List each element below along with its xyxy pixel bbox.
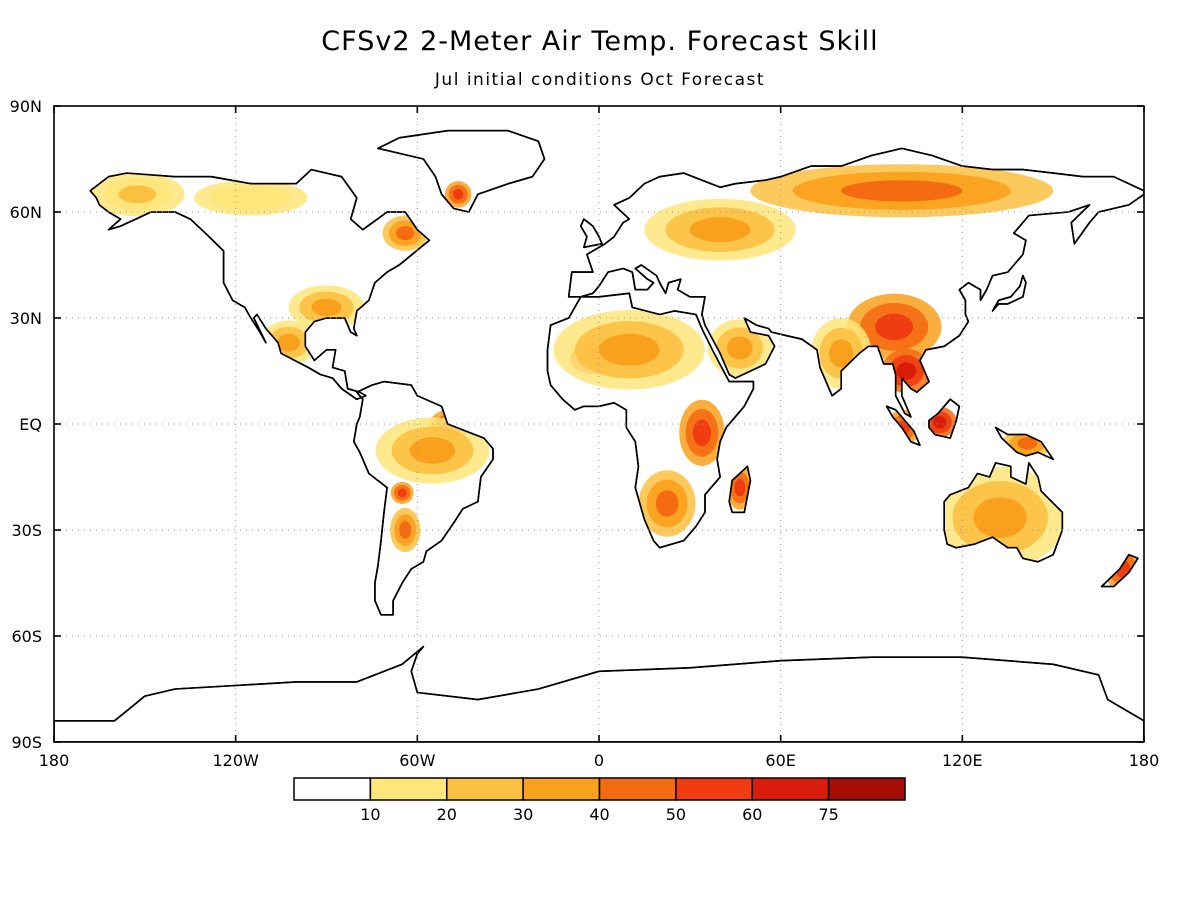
- lon-tick-label: 120E: [942, 751, 983, 770]
- skill-region: [118, 185, 157, 204]
- chart-title: CFSv2 2-Meter Air Temp. Forecast Skill: [321, 26, 879, 57]
- skill-region: [228, 190, 274, 205]
- colorbar-bin: [522, 777, 601, 801]
- skill-region: [875, 313, 914, 341]
- lon-tick-label: 60E: [765, 751, 795, 770]
- lat-tick-label: 30N: [10, 309, 42, 328]
- grid-layer: [54, 106, 1144, 742]
- lon-tick-label: 0: [594, 751, 604, 770]
- skill-region: [734, 478, 746, 497]
- colorbar: 10 20 30 40 50 60 75: [293, 777, 906, 824]
- lat-tick-label: 90N: [10, 97, 42, 116]
- colorbar-label: 30: [513, 805, 533, 824]
- skill-region: [726, 336, 753, 360]
- chart-subtitle: Jul initial conditions Oct Forecast: [434, 70, 766, 90]
- colorbar-label: 60: [742, 805, 762, 824]
- skill-region: [277, 333, 301, 352]
- skill-region: [452, 189, 464, 200]
- skill-region: [932, 416, 947, 429]
- skill-region: [599, 333, 660, 366]
- lat-tick-label: 90S: [11, 733, 42, 752]
- colorbar-bin: [675, 777, 753, 801]
- skill-region: [409, 437, 456, 464]
- colorbar-bin: [598, 777, 677, 801]
- lat-tick-label: EQ: [19, 415, 42, 434]
- lon-tick-label: 60W: [399, 751, 435, 770]
- skill-region: [973, 497, 1027, 538]
- skill-region: [655, 490, 679, 517]
- colorbar-bin: [293, 777, 372, 801]
- colorbar-label: 40: [589, 805, 609, 824]
- skill-region: [311, 298, 342, 317]
- lat-tick-label: 60N: [10, 203, 42, 222]
- colorbar-label: 75: [818, 805, 838, 824]
- colorbar-label: 10: [360, 805, 380, 824]
- lat-axis: 90N 60N 30N EQ 30S 60S 90S: [10, 97, 1144, 752]
- lon-axis: 180 120W 60W 0 60E 120E 180: [39, 106, 1160, 770]
- skill-layer: [89, 164, 1142, 591]
- colorbar-label: 50: [666, 805, 686, 824]
- skill-region: [396, 226, 415, 241]
- skill-region: [841, 180, 963, 202]
- lon-tick-label: 120W: [212, 751, 259, 770]
- skill-region: [399, 521, 412, 539]
- lat-tick-label: 30S: [11, 521, 42, 540]
- colorbar-bin: [446, 777, 524, 801]
- colorbar-label: 20: [437, 805, 457, 824]
- colorbar-bin: [827, 777, 906, 801]
- skill-region: [689, 217, 751, 243]
- coastline-layer: [54, 129, 1144, 742]
- skill-region: [829, 339, 854, 368]
- skill-region: [397, 488, 407, 498]
- colorbar-bin: [751, 777, 830, 801]
- skill-region: [692, 419, 712, 447]
- lon-tick-label: 180: [39, 751, 70, 770]
- colorbar-bin: [369, 777, 448, 801]
- skill-region: [1115, 560, 1131, 578]
- skill-region: [1017, 437, 1038, 450]
- lat-tick-label: 60S: [11, 627, 42, 646]
- lon-tick-label: 180: [1129, 751, 1160, 770]
- skill-region: [896, 362, 917, 380]
